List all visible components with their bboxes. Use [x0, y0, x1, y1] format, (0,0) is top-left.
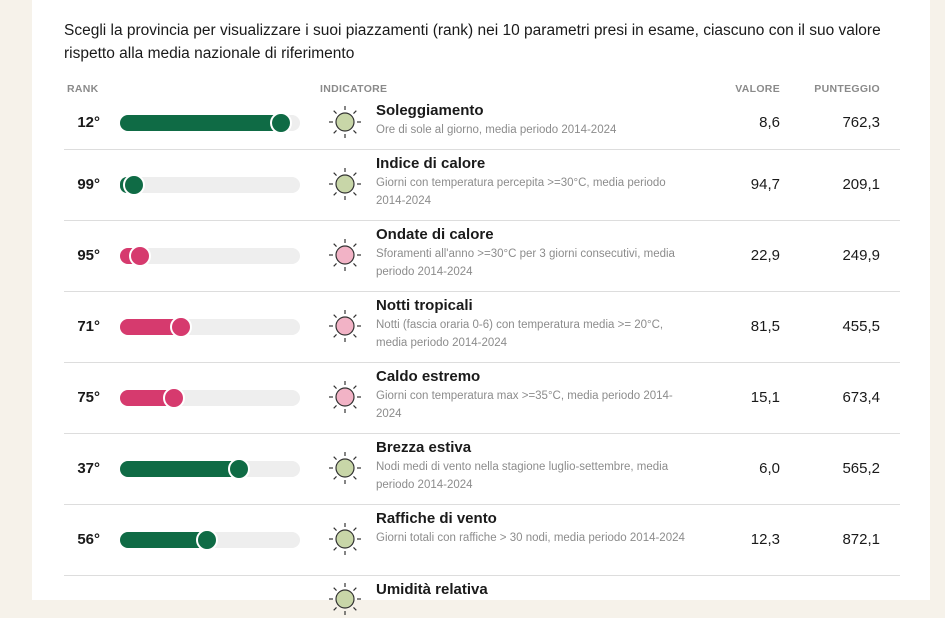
indicator-value: 6,0 [759, 460, 780, 477]
rank-bar-track [120, 387, 300, 409]
indicator-title: Caldo estremo [376, 368, 481, 385]
indicator-value: 81,5 [750, 318, 780, 335]
indicator-title: Ondate di calore [376, 226, 494, 243]
indicator-description: Giorni totali con raffiche > 30 nodi, me… [376, 532, 685, 544]
rank-label: 95° [77, 247, 100, 264]
indicator-title: Umidità relativa [376, 581, 488, 598]
page-body: Scegli la provincia per visualizzare i s… [32, 0, 930, 615]
row-separator [64, 220, 900, 221]
rank-bar-knob [227, 458, 250, 480]
indicator-icon [329, 381, 361, 413]
rank-bar-track [120, 174, 300, 196]
indicator-icon [329, 106, 361, 138]
indicator-value: 15,1 [750, 389, 780, 406]
indicator-title: Brezza estiva [376, 439, 472, 456]
indicator-description: Giorni con temperatura max >=35°C, media… [376, 390, 673, 420]
indicator-title: Soleggiamento [376, 102, 484, 119]
indicator-value: 22,9 [750, 247, 780, 264]
indicator-score: 762,3 [842, 114, 880, 131]
indicator-description: Giorni con temperatura percepita >=30°C,… [376, 177, 666, 207]
indicator-score: 872,1 [842, 531, 880, 548]
rank-label: 75° [77, 389, 100, 406]
indicator-value: 12,3 [750, 531, 780, 548]
rank-bar-knob [129, 245, 152, 267]
content-panel: Scegli la provincia per visualizzare i s… [32, 0, 930, 615]
indicator-icon [329, 239, 361, 271]
rank-bar-track [120, 529, 300, 551]
indicator-title: Raffiche di vento [376, 510, 497, 527]
header-score: PUNTEGGIO [814, 83, 880, 95]
indicator-value: 94,7 [750, 176, 780, 193]
row-separator [64, 504, 900, 505]
indicator-title: Notti tropicali [376, 297, 473, 314]
indicator-score: 455,5 [842, 318, 880, 335]
indicator-score: 249,9 [842, 247, 880, 264]
rank-label: 71° [77, 318, 100, 335]
rank-bar [120, 319, 182, 335]
indicator-score: 565,2 [842, 460, 880, 477]
row-separator [64, 291, 900, 292]
indicator-score: 209,1 [842, 176, 880, 193]
header-indicator: INDICATORE [320, 83, 388, 95]
rank-bar [120, 390, 175, 406]
indicator-description: Ore di sole al giorno, media periodo 201… [376, 124, 617, 136]
rank-bar [120, 461, 239, 477]
row-separator [64, 433, 900, 434]
indicator-icon [329, 583, 361, 615]
header-rank: RANK [67, 83, 99, 95]
rank-bar [120, 532, 207, 548]
indicator-description: Notti (fascia oraria 0-6) con temperatur… [376, 319, 664, 349]
indicator-score: 673,4 [842, 389, 880, 406]
indicator-description: Sforamenti all'anno >=30°C per 3 giorni … [376, 248, 675, 278]
indicator-icon [329, 310, 361, 342]
rank-bar [120, 115, 282, 131]
row-separator [64, 575, 900, 576]
rank-label: 12° [77, 114, 100, 131]
rank-label: 37° [77, 460, 100, 477]
rank-label: 56° [77, 531, 100, 548]
rank-bar-knob [163, 387, 186, 409]
intro-text: Scegli la provincia per visualizzare i s… [64, 22, 881, 62]
indicator-icon [329, 452, 361, 484]
indicator-value: 8,6 [759, 114, 780, 131]
rank-bar-knob [122, 174, 145, 196]
header-value: VALORE [735, 83, 780, 95]
rank-label: 99° [77, 176, 100, 193]
rank-bar-track [120, 316, 300, 338]
row-separator [64, 149, 900, 150]
indicator-description: Nodi medi di vento nella stagione luglio… [376, 461, 669, 491]
indicator-icon [329, 523, 361, 555]
rank-bar-knob [270, 112, 293, 134]
rank-bar-track [120, 458, 300, 480]
rank-bar-knob [195, 529, 218, 551]
indicator-icon [329, 168, 361, 200]
rank-bar-knob [170, 316, 193, 338]
rank-bar-track [120, 112, 300, 134]
indicator-title: Indice di calore [376, 155, 486, 172]
row-separator [64, 362, 900, 363]
rank-bar-track [120, 245, 300, 267]
